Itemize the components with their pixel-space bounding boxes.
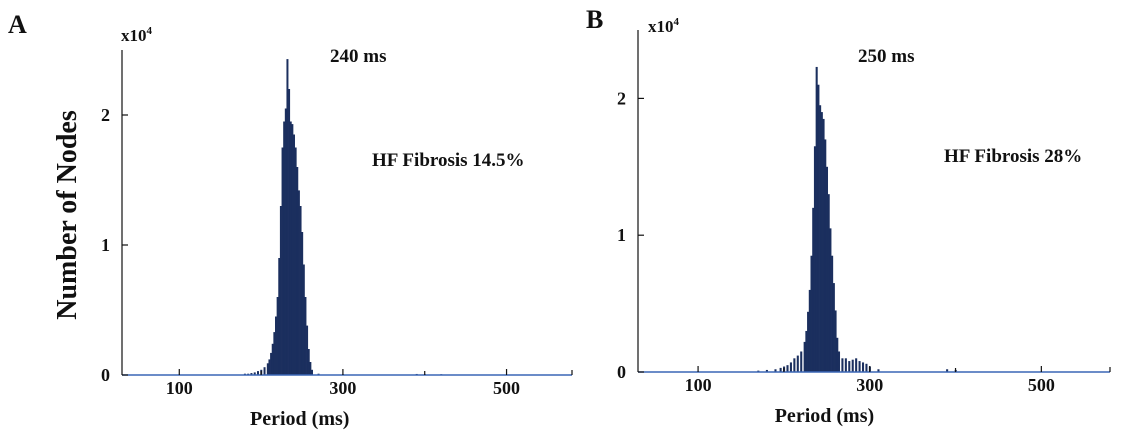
panel-b-bar <box>844 358 847 372</box>
panel-b-bar <box>824 139 827 372</box>
panel-a-fibrosis-annotation: HF Fibrosis 14.5% <box>372 150 525 171</box>
panel-b-bar <box>831 255 834 372</box>
panel-b-bar <box>827 194 830 372</box>
panel-a-bar <box>301 232 304 375</box>
panel-a-bar <box>250 373 253 375</box>
panel-a-x-tick-label: 300 <box>329 378 356 398</box>
panel-b-bar <box>946 369 949 372</box>
panel-b-bar <box>865 363 868 372</box>
panel-a-bar <box>288 89 291 375</box>
panel-a-bar <box>253 372 256 375</box>
panel-b-bar <box>807 311 810 372</box>
panel-b-bar <box>829 228 832 372</box>
y-axis-title: Number of Nodes <box>52 110 83 320</box>
panel-b-bar <box>813 146 816 372</box>
panel-b-peak-annotation: 250 ms <box>858 46 914 67</box>
panel-b-bar <box>834 310 837 372</box>
panel-b-bar <box>789 362 792 372</box>
panel-a-bar <box>257 371 259 375</box>
panel-a-x-tick-label: 100 <box>166 378 193 398</box>
panel-b-y-tick-label: 1 <box>617 225 626 245</box>
panel-a-bar <box>284 108 287 375</box>
panel-a-bar <box>296 167 299 375</box>
panel-a-y-tick-label: 0 <box>101 365 110 385</box>
panel-b-bar <box>848 361 851 372</box>
panel-a-y-exponent: x104 <box>121 25 153 45</box>
panel-b-bar <box>822 118 825 372</box>
panel-b-y-tick-label: 0 <box>617 362 626 382</box>
panel-b-bar <box>774 369 777 372</box>
panel-b-bar <box>819 105 822 373</box>
panel-b-bar <box>805 330 808 372</box>
panel-a-bar <box>281 147 284 375</box>
panel-b-bar <box>779 367 782 372</box>
panel-a-bar <box>286 59 289 375</box>
panel-a-x-axis-title: Period (ms) <box>250 408 349 430</box>
panel-a-x-tick-label: 500 <box>493 378 520 398</box>
panel-b-y-tick-label: 2 <box>617 88 626 108</box>
panel-a-bar <box>302 264 305 375</box>
panel-a-letter: A <box>8 10 27 39</box>
panel-a-bar <box>273 332 276 375</box>
panel-b-bar <box>837 351 841 372</box>
panel-a-bar <box>291 124 294 375</box>
panel-b-bar <box>786 365 789 372</box>
panel-b-bar <box>810 255 813 372</box>
panel-b-x-tick-label: 100 <box>685 375 712 395</box>
panel-b-bar <box>877 369 880 372</box>
panel-a-bar <box>299 206 302 375</box>
panel-b-letter: B <box>586 5 603 34</box>
panel-a-bar <box>294 147 297 375</box>
panel-b-y-exponent: x104 <box>648 16 680 36</box>
panel-b-bar <box>800 351 803 372</box>
panel-a-bar <box>271 343 274 375</box>
panel-b-bar <box>817 84 820 372</box>
panel-a-bar <box>276 297 279 375</box>
panel-b-bar <box>851 359 854 372</box>
panel-b-bar <box>815 66 818 372</box>
panel-b-bar <box>820 112 823 372</box>
panel-b-bar <box>855 358 858 372</box>
panel-a-bar <box>311 369 313 375</box>
panel-a-bar <box>309 362 312 375</box>
panel-a-bar <box>270 352 273 375</box>
panel-a-bar <box>289 121 292 375</box>
panel-b-bar <box>861 362 865 372</box>
panel-b-bar <box>793 358 796 372</box>
panel-b-bar <box>858 361 861 372</box>
panel-b-bar <box>796 355 799 372</box>
panel-b-x-tick-label: 300 <box>856 375 883 395</box>
panel-b-fibrosis-annotation: HF Fibrosis 28% <box>944 146 1082 167</box>
panel-b-bar <box>765 369 768 372</box>
panel-a-y-tick-label: 2 <box>101 105 110 125</box>
panel-b-bar <box>812 207 815 372</box>
panel-a-bar <box>306 325 309 375</box>
panel-a-bar <box>293 134 295 375</box>
panel-a-bar <box>307 349 310 375</box>
panel-a-bar <box>297 190 300 375</box>
panel-a-bar <box>263 367 266 375</box>
panel-a-y-tick-label: 1 <box>101 235 110 255</box>
panel-a-bar <box>268 359 271 375</box>
panel-b-bar <box>832 283 835 372</box>
panel-a-peak-annotation: 240 ms <box>330 46 386 67</box>
panel-a-bar <box>279 206 282 375</box>
panel-a-bar <box>283 121 286 375</box>
panel-a-bar <box>278 258 281 375</box>
panel-b-bar <box>803 341 806 372</box>
panel-b-bar <box>825 166 829 372</box>
panel-a-bar <box>266 363 269 375</box>
panel-b-bar <box>836 337 839 372</box>
panel-b-bar <box>841 358 844 372</box>
panel-b-bar <box>808 289 811 372</box>
panel-a-bar <box>275 316 277 375</box>
panel-a-bar <box>304 297 307 375</box>
panel-b-x-tick-label: 500 <box>1028 375 1055 395</box>
panel-b-x-axis-title: Period (ms) <box>775 405 874 427</box>
